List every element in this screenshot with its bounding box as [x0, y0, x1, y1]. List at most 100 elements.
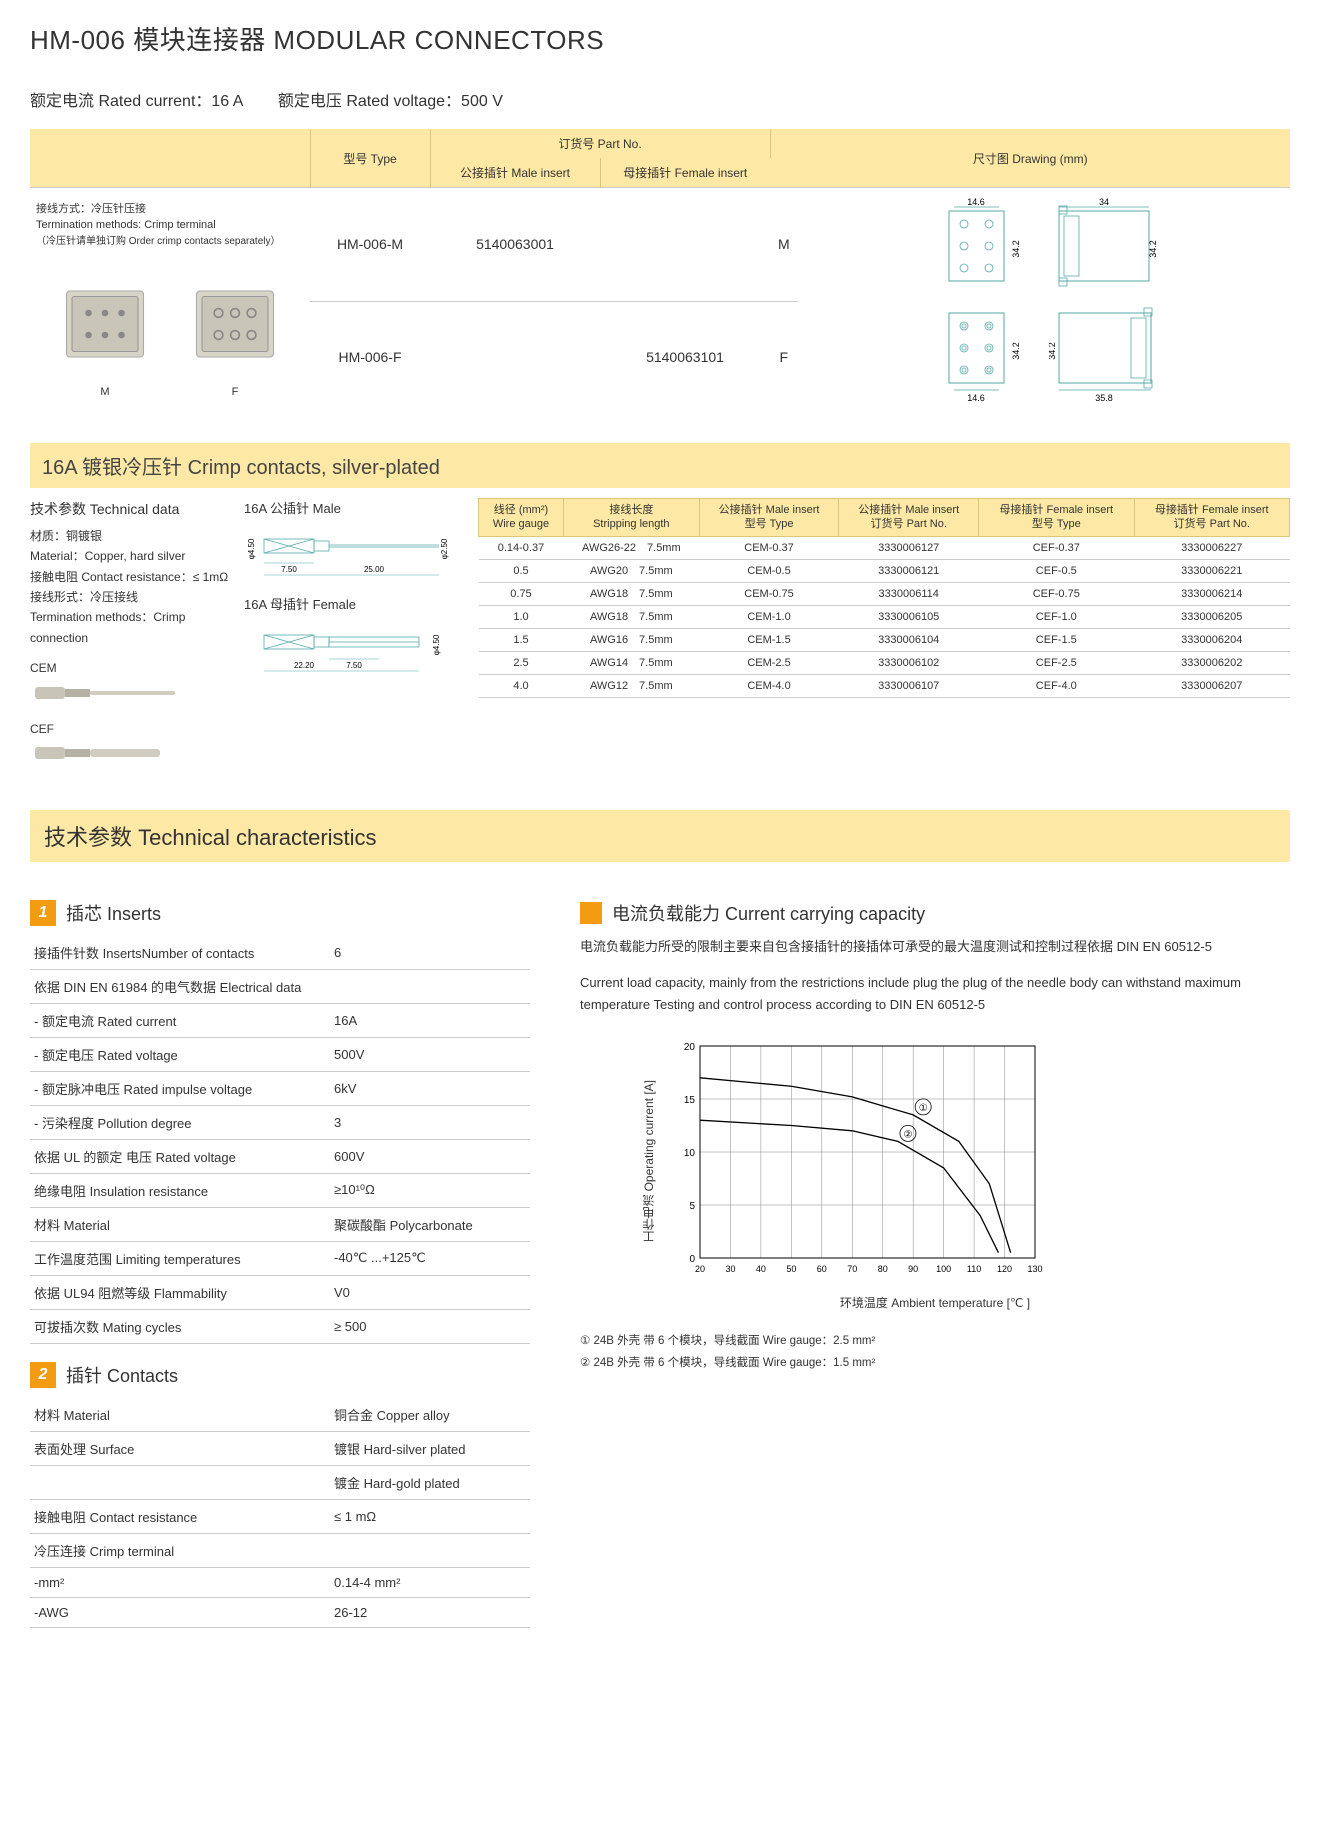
- num-box-1: 1: [30, 900, 56, 926]
- crimp-cell: CEF-4.0: [979, 674, 1134, 697]
- connector-f-image: [180, 269, 290, 379]
- crimp-section-title: 16A 镀银冷压针 Crimp contacts, silver-plated: [30, 443, 1290, 488]
- crimp-tech-data: 技术参数 Technical data 材质：铜镀银 Material：Copp…: [30, 498, 230, 780]
- cef-label: CEF: [30, 719, 230, 739]
- crimp-cell: 3330006107: [839, 674, 979, 697]
- chart-xlabel: 环境温度 Ambient temperature [℃ ]: [580, 1294, 1290, 1311]
- spec-cell: 材料 Material: [30, 1207, 330, 1241]
- page-title: HM-006 模块连接器 MODULAR CONNECTORS: [30, 20, 1290, 57]
- spec-cell: -AWG: [30, 1597, 330, 1627]
- crimp-row: 2.5AWG14 7.5mmCEM-2.53330006102CEF-2.533…: [479, 651, 1290, 674]
- crimp-cell: 3330006227: [1134, 536, 1290, 559]
- orange-bullet: [580, 902, 602, 924]
- svg-text:15: 15: [684, 1095, 696, 1106]
- capacity-para-en: Current load capacity, mainly from the r…: [580, 972, 1290, 1016]
- svg-text:35.8: 35.8: [1095, 393, 1113, 403]
- rated-voltage: 额定电压 Rated voltage：500 V: [278, 93, 503, 110]
- spec-row: - 额定脉冲电压 Rated impulse voltage6kV: [30, 1071, 530, 1105]
- spec-row: 接插件针数 InsertsNumber of contacts6: [30, 936, 530, 970]
- crimp-cell: 3330006104: [839, 628, 979, 651]
- termination-info: 接线方式：冷压针压接 Termination methods: Crimp te…: [30, 188, 310, 414]
- spec-cell: 接插件针数 InsertsNumber of contacts: [30, 936, 330, 970]
- crimp-cell: CEM-1.5: [699, 628, 839, 651]
- female-pin-drawing: φ4.50 7.50 22.20: [244, 617, 454, 677]
- svg-text:②: ②: [903, 1129, 912, 1140]
- svg-text:70: 70: [847, 1264, 857, 1274]
- svg-text:7.50: 7.50: [346, 661, 362, 670]
- drawing-m-side: 34 34.2: [1049, 196, 1159, 291]
- th-female: 母接插针 Female insert: [600, 158, 770, 188]
- svg-text:①: ①: [919, 1103, 928, 1114]
- spec-cell: 26-12: [330, 1597, 530, 1627]
- male-pin-drawing: φ4.50 φ2.50 7.50 25.00: [244, 521, 454, 581]
- tech-line: 材质：铜镀银: [30, 526, 230, 546]
- spec-row: -AWG26-12: [30, 1597, 530, 1627]
- capacity-para-cn: 电流负载能力所受的限制主要来自包含接插针的接插体可承受的最大温度测试和控制过程依…: [580, 936, 1290, 958]
- spec-cell: ≥ 500: [330, 1309, 530, 1343]
- crimp-cell: CEM-0.5: [699, 559, 839, 582]
- spec-cell: 6: [330, 936, 530, 970]
- tech-char-title: 技术参数 Technical characteristics: [30, 810, 1290, 862]
- spec-row: 材料 Material铜合金 Copper alloy: [30, 1398, 530, 1432]
- spec-row: 依据 DIN EN 61984 的电气数据 Electrical data: [30, 969, 530, 1003]
- crimp-cell: AWG16 7.5mm: [563, 628, 699, 651]
- chart-legend: ① 24B 外壳 带 6 个模块，导线截面 Wire gauge：2.5 mm²…: [580, 1331, 1290, 1375]
- svg-text:50: 50: [786, 1264, 796, 1274]
- svg-text:80: 80: [878, 1264, 888, 1274]
- svg-text:110: 110: [967, 1264, 981, 1274]
- spec-cell: 冷压连接 Crimp terminal: [30, 1533, 530, 1567]
- spec-cell: ≥10¹⁰Ω: [330, 1173, 530, 1207]
- row-mf: F: [770, 301, 798, 413]
- drawing-f-front: 34.2 14.6: [929, 305, 1024, 405]
- svg-text:φ4.50: φ4.50: [432, 634, 441, 655]
- crimp-cell: 3330006114: [839, 582, 979, 605]
- capacity-chart: 051015202030405060708090100110120130①②: [665, 1036, 1045, 1286]
- th-partno: 订货号 Part No.: [430, 129, 770, 158]
- th-drawing: 尺寸图 Drawing (mm): [770, 129, 1290, 188]
- spec-cell: 依据 DIN EN 61984 的电气数据 Electrical data: [30, 969, 530, 1003]
- inserts-label: 插芯 Inserts: [66, 900, 161, 926]
- svg-text:34.2: 34.2: [1011, 342, 1021, 360]
- spec-cell: 材料 Material: [30, 1398, 330, 1432]
- crimp-cell: 3330006205: [1134, 605, 1290, 628]
- svg-text:34.2: 34.2: [1049, 342, 1057, 360]
- svg-text:34.2: 34.2: [1011, 240, 1021, 258]
- crimp-row: 0.5AWG20 7.5mmCEM-0.53330006121CEF-0.533…: [479, 559, 1290, 582]
- rated-current: 额定电流 Rated current：16 A: [30, 93, 243, 110]
- crimp-cell: 3330006207: [1134, 674, 1290, 697]
- crimp-row: 1.0AWG18 7.5mmCEM-1.03330006105CEF-1.033…: [479, 605, 1290, 628]
- crimp-cell: CEM-4.0: [699, 674, 839, 697]
- connector-table: 型号 Type 订货号 Part No. 尺寸图 Drawing (mm) 公接…: [30, 129, 1290, 413]
- spec-cell: 600V: [330, 1139, 530, 1173]
- male-partno: 5140063001: [430, 188, 600, 302]
- m-label: M: [50, 384, 160, 401]
- crimp-cell: 1.0: [479, 605, 564, 628]
- spec-row: 镀金 Hard-gold plated: [30, 1465, 530, 1499]
- svg-text:22.20: 22.20: [294, 661, 315, 670]
- crimp-cell: CEF-0.5: [979, 559, 1134, 582]
- crimp-cell: AWG26-22 7.5mm: [563, 536, 699, 559]
- crimp-th: 母接插针 Female insert型号 Type: [979, 499, 1134, 537]
- contacts-table: 材料 Material铜合金 Copper alloy表面处理 Surface镀…: [30, 1398, 530, 1628]
- spec-cell: 依据 UL94 阻燃等级 Flammability: [30, 1275, 330, 1309]
- spec-row: 材料 Material聚碳酸酯 Polycarbonate: [30, 1207, 530, 1241]
- svg-text:30: 30: [725, 1264, 735, 1274]
- tech-line: 接线形式：冷压接线: [30, 587, 230, 607]
- spec-cell: 3: [330, 1105, 530, 1139]
- tech-head: 技术参数 Technical data: [30, 498, 230, 522]
- connector-m-image: [50, 269, 160, 379]
- crimp-cell: 3330006221: [1134, 559, 1290, 582]
- spec-cell: 接触电阻 Contact resistance: [30, 1499, 330, 1533]
- crimp-th: 公接插针 Male insert订货号 Part No.: [839, 499, 979, 537]
- male-pin-label: 16A 公插针 Male: [244, 498, 464, 517]
- spec-cell: - 额定电压 Rated voltage: [30, 1037, 330, 1071]
- spec-cell: 可拔插次数 Mating cycles: [30, 1309, 330, 1343]
- crimp-cell: 0.14-0.37: [479, 536, 564, 559]
- type-cell: HM-006-M: [310, 188, 430, 302]
- crimp-row: 4.0AWG12 7.5mmCEM-4.03330006107CEF-4.033…: [479, 674, 1290, 697]
- spec-cell: 表面处理 Surface: [30, 1431, 330, 1465]
- info-line: 接线方式：冷压针压接: [36, 201, 304, 218]
- spec-cell: [30, 1465, 330, 1499]
- svg-text:7.50: 7.50: [281, 565, 297, 574]
- crimp-cell: AWG18 7.5mm: [563, 605, 699, 628]
